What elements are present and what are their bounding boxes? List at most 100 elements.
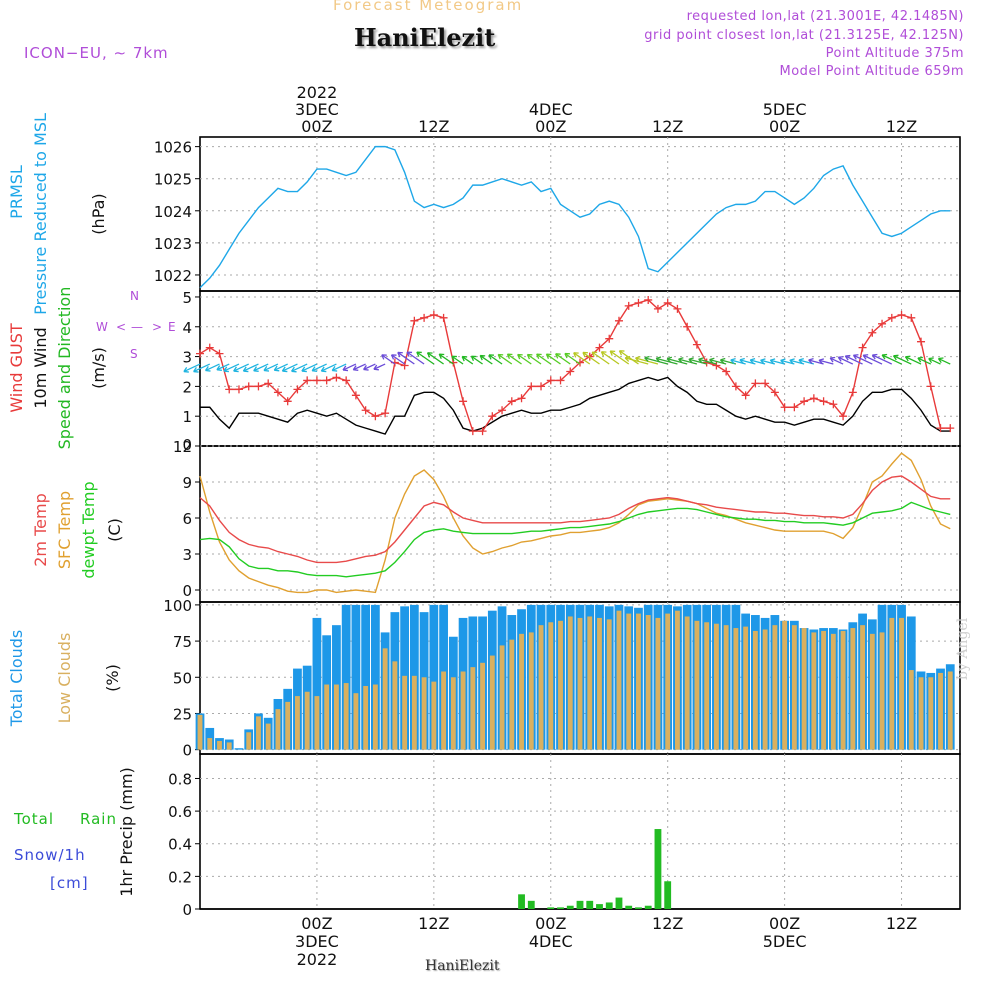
wind-gust-marker	[546, 376, 555, 385]
wind-direction-arrow	[416, 351, 435, 365]
wind-direction-arrow	[427, 352, 444, 365]
bottom-tick-label: 3DEC	[295, 932, 339, 951]
rain-bar	[596, 904, 603, 909]
wind-gust-marker	[829, 400, 838, 409]
wind-gust-marker	[468, 427, 477, 436]
snow-unit-label: [cm]	[50, 874, 89, 892]
low-clouds-bar	[665, 613, 671, 750]
wind-direction-arrow	[243, 363, 259, 372]
wind-gust-marker	[264, 379, 273, 388]
wind-gust-marker	[459, 397, 468, 406]
wind-gust-marker	[800, 397, 809, 406]
wind-gust-marker	[839, 412, 848, 421]
wind-arrow-head	[342, 365, 349, 372]
wind-direction-arrow	[905, 356, 922, 365]
low-clouds-bar	[519, 633, 524, 750]
low-clouds-bar	[392, 661, 398, 750]
wind-arrow-head	[363, 365, 369, 371]
wind-arrow-head	[730, 358, 736, 365]
wind-direction-arrow	[216, 363, 230, 371]
bottom-tick-label: 4DEC	[529, 932, 573, 951]
low-clouds-bar	[431, 681, 437, 750]
grid-point-coordinates: grid point closest lon,lat (21.3125E, 42…	[644, 28, 964, 43]
wind-arrow-head	[798, 358, 804, 365]
low-clouds-bar	[840, 630, 846, 750]
low-clouds-bar	[616, 610, 622, 750]
wind-gust-marker	[683, 322, 692, 331]
rain-bar	[527, 900, 535, 909]
wind-tick-label: 3	[182, 349, 192, 367]
wind-gust-marker	[566, 367, 575, 376]
low-clouds-bar	[295, 696, 300, 750]
low-clouds-bar	[548, 622, 554, 750]
panel-frame-rain	[199, 753, 961, 910]
low-clouds-bar	[421, 677, 427, 750]
wind-direction-arrow	[263, 363, 279, 372]
temperature-tick-label: 6	[182, 510, 192, 528]
wind-direction-arrow	[274, 363, 288, 371]
wind-gust-marker	[303, 376, 312, 385]
low-clouds-bar	[606, 619, 612, 750]
dewpt-temp-line	[199, 501, 951, 578]
wind-arrow-head	[390, 354, 397, 360]
wind-gust-marker	[809, 394, 818, 403]
wind-arrow-head	[242, 366, 249, 373]
rain-bar	[664, 881, 672, 909]
low-clouds-bar	[470, 667, 476, 750]
panel-frame-pressure	[199, 136, 961, 292]
temperature-tick-label: 3	[182, 546, 192, 564]
wind-arrow-head	[555, 353, 561, 359]
low-clouds-bar	[246, 732, 252, 750]
top-tick-label: 00Z	[535, 117, 566, 136]
wind-direction-arrow	[223, 363, 240, 372]
wind-direction-arrow	[406, 351, 425, 365]
total-clouds-bar	[234, 748, 244, 750]
wind-arrow-head	[609, 350, 616, 356]
rain-bar	[576, 900, 584, 909]
wind-arrow-head	[536, 353, 542, 359]
wind-direction-arrow	[862, 354, 883, 365]
wind-direction-arrow	[555, 353, 571, 365]
wind-arrow-head	[416, 351, 422, 357]
wind-direction-arrow	[461, 356, 474, 365]
wind-arrow-head	[760, 358, 766, 365]
clouds-tick-label: 75	[173, 633, 192, 651]
wind-gust-marker	[361, 406, 370, 415]
rain-tick-label: 0.6	[168, 803, 192, 821]
pressure-tick-label: 1025	[154, 171, 192, 189]
wind-gust-marker	[917, 337, 926, 346]
wind-direction-arrow	[321, 363, 337, 372]
wind-arrow-head	[223, 366, 229, 373]
temperature-unit-label: (C)	[105, 518, 124, 542]
top-tick-label: 3DEC	[295, 100, 339, 119]
requested-coordinates: requested lon,lat (21.3001E, 42.1485N)	[686, 9, 964, 24]
wind-arrow-head	[937, 357, 944, 364]
wind-unit-label: (m/s)	[89, 347, 108, 389]
total-clouds-bar	[351, 604, 361, 750]
wind-gust-marker	[332, 373, 341, 382]
wind-gust-marker	[926, 382, 935, 391]
low-clouds-bar	[489, 655, 495, 750]
pressure-tick-label: 1022	[154, 267, 192, 285]
clouds-tick-label: 100	[163, 597, 192, 615]
low-clouds-bar	[869, 633, 875, 750]
wind-arrow-head	[183, 367, 189, 373]
wind-tick-label: 1	[182, 408, 192, 426]
low-clouds-bar	[226, 742, 232, 750]
low-clouds-bar	[850, 628, 856, 750]
low-clouds-bar	[782, 620, 788, 750]
wind-arrow-head	[818, 358, 825, 365]
wind-arrow-head	[461, 355, 468, 362]
wind-direction-arrow	[397, 351, 415, 365]
low-clouds-bar	[811, 632, 817, 750]
low-clouds-bar	[372, 684, 378, 750]
clouds-tick-label: 50	[173, 669, 192, 687]
wind-direction-arrow	[666, 358, 688, 365]
top-tick-label: 12Z	[886, 117, 917, 136]
low-clouds-bar	[363, 685, 369, 750]
low-clouds-bar	[207, 738, 213, 750]
total-clouds-label: Total Clouds	[7, 630, 26, 728]
wind-arrow-head	[917, 356, 923, 363]
2m-temp-line	[199, 475, 951, 564]
sfc-temp-line	[199, 452, 951, 594]
